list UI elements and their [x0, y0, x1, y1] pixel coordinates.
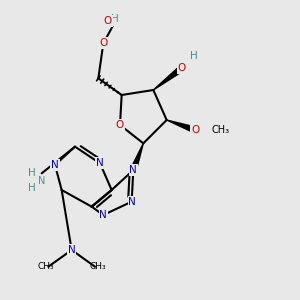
Text: O: O [104, 16, 112, 26]
Text: N: N [68, 245, 76, 255]
Text: CH₃: CH₃ [90, 262, 106, 271]
Text: O: O [178, 63, 186, 73]
Text: CH₃: CH₃ [37, 262, 54, 271]
Text: H: H [28, 183, 36, 193]
Polygon shape [153, 66, 184, 90]
Text: N: N [51, 160, 59, 170]
Text: O: O [116, 120, 124, 130]
Text: N: N [100, 210, 107, 220]
Text: N: N [96, 158, 104, 168]
Text: CH₃: CH₃ [212, 125, 230, 135]
Text: H: H [190, 51, 197, 61]
Text: N: N [38, 176, 45, 186]
Polygon shape [167, 120, 196, 133]
Polygon shape [130, 143, 143, 171]
Text: O: O [99, 38, 107, 48]
Text: N: N [128, 197, 136, 207]
Text: N: N [130, 165, 137, 175]
Text: H: H [112, 14, 119, 24]
Text: O: O [191, 125, 199, 135]
Text: H: H [28, 168, 36, 178]
